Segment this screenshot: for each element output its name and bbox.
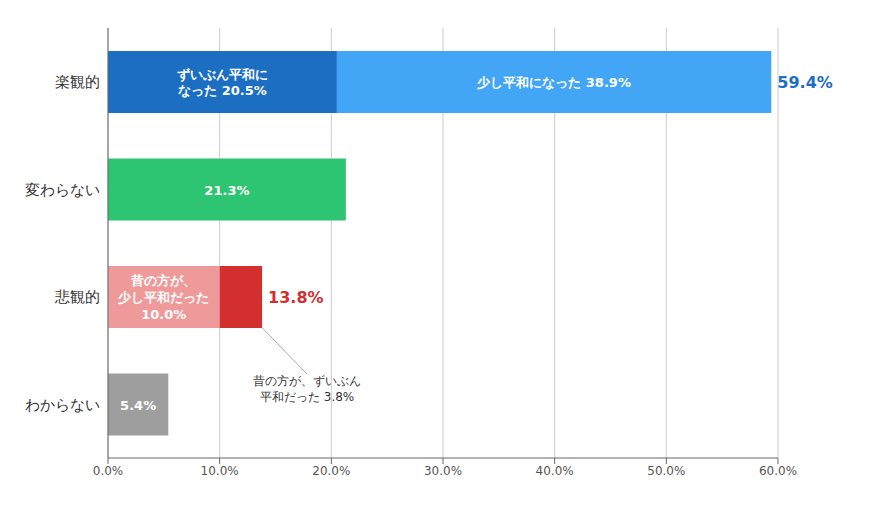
svg-text:わからない: わからない: [25, 396, 100, 414]
svg-text:ずいぶん平和になった 20.5%: ずいぶん平和になった 20.5%: [177, 66, 268, 98]
svg-text:20.0%: 20.0%: [312, 464, 350, 478]
svg-text:昔の方が、少し平和だった10.0%: 昔の方が、少し平和だった10.0%: [117, 273, 209, 322]
svg-text:5.4%: 5.4%: [120, 397, 156, 412]
svg-text:悲観的: 悲観的: [54, 288, 100, 306]
svg-text:13.8%: 13.8%: [268, 287, 324, 306]
svg-text:変わらない: 変わらない: [25, 181, 100, 199]
svg-text:昔の方が、ずいぶん平和だった 3.8%: 昔の方が、ずいぶん平和だった 3.8%: [253, 374, 361, 404]
svg-text:60.0%: 60.0%: [759, 464, 797, 478]
svg-text:楽観的: 楽観的: [55, 73, 100, 91]
svg-text:0.0%: 0.0%: [93, 464, 124, 478]
svg-text:10.0%: 10.0%: [201, 464, 239, 478]
svg-text:少し平和になった 38.9%: 少し平和になった 38.9%: [476, 75, 631, 90]
svg-text:50.0%: 50.0%: [647, 464, 685, 478]
svg-text:59.4%: 59.4%: [777, 72, 833, 91]
svg-text:21.3%: 21.3%: [204, 182, 249, 197]
svg-text:30.0%: 30.0%: [424, 464, 462, 478]
svg-text:40.0%: 40.0%: [536, 464, 574, 478]
